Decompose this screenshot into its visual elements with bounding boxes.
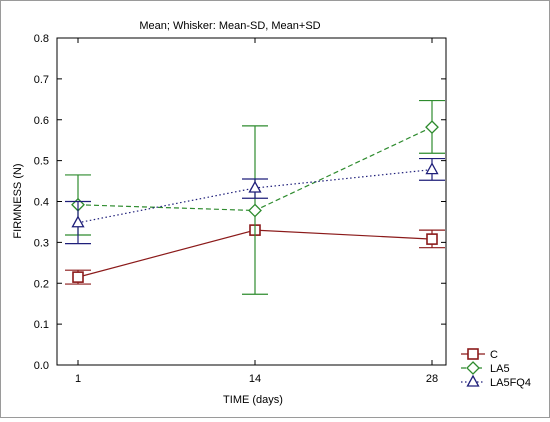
la5fq4-point-1	[248, 180, 262, 193]
x-axis-label: TIME (days)	[223, 394, 283, 406]
y-tick-label-8: 0.8	[34, 33, 49, 45]
y-tick-label-2: 0.2	[34, 278, 49, 290]
y-tick-label-4: 0.4	[34, 197, 49, 209]
y-tick-label-5: 0.5	[34, 156, 49, 168]
c-point-2	[426, 233, 438, 245]
y-tick-label-7: 0.7	[34, 74, 49, 86]
legend-marker-la5fq4	[466, 374, 480, 387]
legend-label-la5fq4: LA5FQ4	[490, 377, 531, 389]
la5-point-1	[248, 203, 262, 218]
series-layer	[65, 99, 445, 295]
x-tick-label-0: 1	[75, 373, 81, 385]
series-la5fq4	[65, 157, 445, 245]
legend-label-c: C	[490, 349, 498, 361]
x-tick-label-2: 28	[426, 373, 438, 385]
x-tick-label-1: 14	[249, 373, 261, 385]
legend: C LA5 LA5FQ4	[461, 348, 531, 389]
legend-label-la5: LA5	[490, 363, 510, 375]
y-tick-label-0: 0.0	[34, 360, 49, 372]
la5fq4-point-0	[71, 215, 85, 228]
legend-marker-c	[467, 348, 479, 360]
y-axis: 0.0 0.1 0.2 0.3 0.4 0.5 0.6 0.7 0.8	[34, 33, 446, 372]
la5-point-2	[425, 120, 439, 135]
x-axis: 1 14 28	[75, 38, 438, 385]
la5fq4-point-2	[425, 162, 439, 175]
c-point-0	[72, 271, 84, 283]
y-axis-label: FIRMNESS (N)	[12, 163, 24, 238]
y-tick-label-6: 0.6	[34, 115, 49, 127]
plot-area	[56, 37, 447, 366]
chart-title: Mean; Whisker: Mean-SD, Mean+SD	[139, 20, 320, 32]
y-tick-label-1: 0.1	[34, 319, 49, 331]
y-tick-label-3: 0.3	[34, 237, 49, 249]
legend-marker-la5	[466, 361, 480, 375]
